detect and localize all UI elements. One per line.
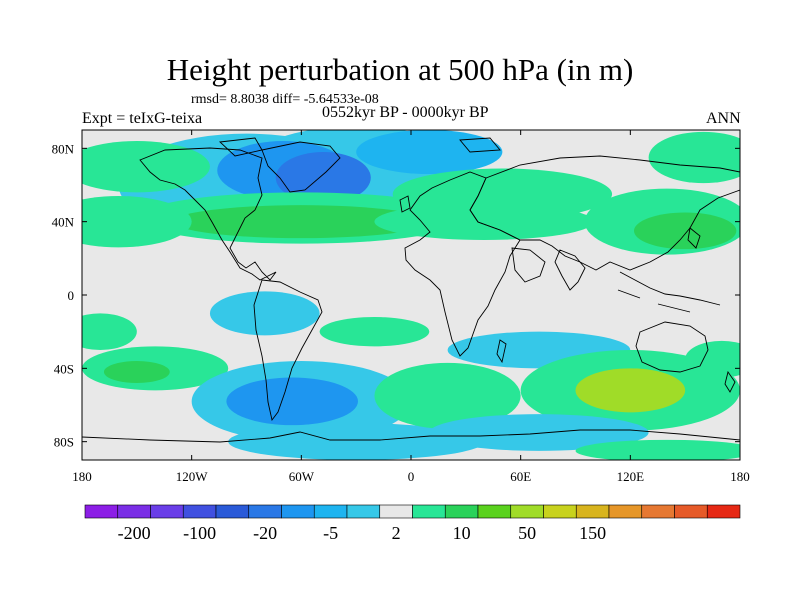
colorbar-label: 50	[518, 523, 536, 543]
field-region	[685, 340, 740, 378]
experiment-label: Expt = teIxG-teixa	[82, 110, 203, 127]
colorbar-label: 2	[392, 523, 401, 543]
colorbar-swatch	[182, 504, 217, 519]
colorbar-swatch	[313, 504, 348, 519]
colorbar-label: 150	[579, 523, 606, 543]
colorbar-swatch	[84, 504, 119, 519]
colorbar: -200 -100 -20 -5 2 10 50 150	[84, 504, 741, 543]
field-region	[103, 361, 170, 383]
chart-title: Height perturbation at 500 hPa (in m)	[166, 52, 634, 87]
x-tick-label: 180	[72, 469, 92, 484]
colorbar-swatch	[248, 504, 282, 519]
height-field	[82, 130, 740, 460]
colorbar-swatch	[444, 504, 479, 519]
x-tick-label: 0	[408, 469, 415, 484]
x-tick-label: 120W	[176, 469, 209, 484]
rmsd-diff-stats: rmsd= 8.8038 diff= -5.64533e-08	[191, 92, 379, 107]
y-tick-label: 0	[68, 288, 75, 303]
colorbar-label: -200	[118, 523, 151, 543]
colorbar-swatch	[117, 504, 151, 519]
colorbar-label: -20	[253, 523, 277, 543]
colorbar-swatch	[281, 504, 315, 519]
y-tick-label: 40N	[52, 215, 75, 230]
y-tick-label: 80S	[54, 435, 74, 450]
colorbar-label: -5	[323, 523, 338, 543]
colorbar-label: 10	[453, 523, 471, 543]
field-region	[228, 423, 485, 460]
colorbar-swatch	[477, 504, 512, 519]
field-region	[82, 196, 192, 248]
field-region	[648, 131, 740, 184]
y-tick-label: 40S	[54, 361, 74, 376]
colorbar-swatch	[706, 504, 741, 519]
colorbar-swatch	[608, 504, 643, 519]
field-region	[575, 439, 740, 460]
field-region	[575, 368, 686, 413]
coastlines	[82, 137, 740, 443]
season-label: ANN	[706, 110, 741, 127]
colorbar-swatch	[379, 504, 413, 519]
colorbar-swatch	[150, 504, 184, 519]
field-region	[319, 317, 430, 347]
period-label: 0552kyr BP - 0000kyr BP	[322, 104, 489, 121]
map-panel	[82, 130, 740, 460]
field-region	[226, 377, 358, 426]
colorbar-swatch	[412, 504, 446, 519]
colorbar-swatch	[346, 504, 381, 519]
colorbar-swatch	[641, 504, 675, 519]
x-tick-label: 120E	[617, 469, 645, 484]
axis-ticks: 180 120W 60W 0 60E 120E 180 80N 40N 0 40S 80S	[52, 130, 750, 484]
field-region	[209, 291, 320, 336]
x-tick-label: 60E	[510, 469, 531, 484]
field-region	[374, 362, 521, 429]
field-region	[429, 414, 649, 451]
colorbar-swatch	[215, 504, 250, 519]
field-region	[82, 313, 137, 350]
x-tick-label: 60W	[289, 469, 315, 484]
field-region	[356, 130, 503, 174]
y-tick-label: 80N	[52, 141, 75, 156]
field-region	[633, 212, 737, 250]
colorbar-swatch	[543, 504, 577, 519]
colorbar-swatch	[575, 504, 610, 519]
colorbar-swatch	[674, 504, 708, 519]
x-tick-label: 180	[730, 469, 750, 484]
colorbar-label: -100	[183, 523, 216, 543]
field-region	[173, 205, 430, 239]
colorbar-swatch	[510, 504, 544, 519]
